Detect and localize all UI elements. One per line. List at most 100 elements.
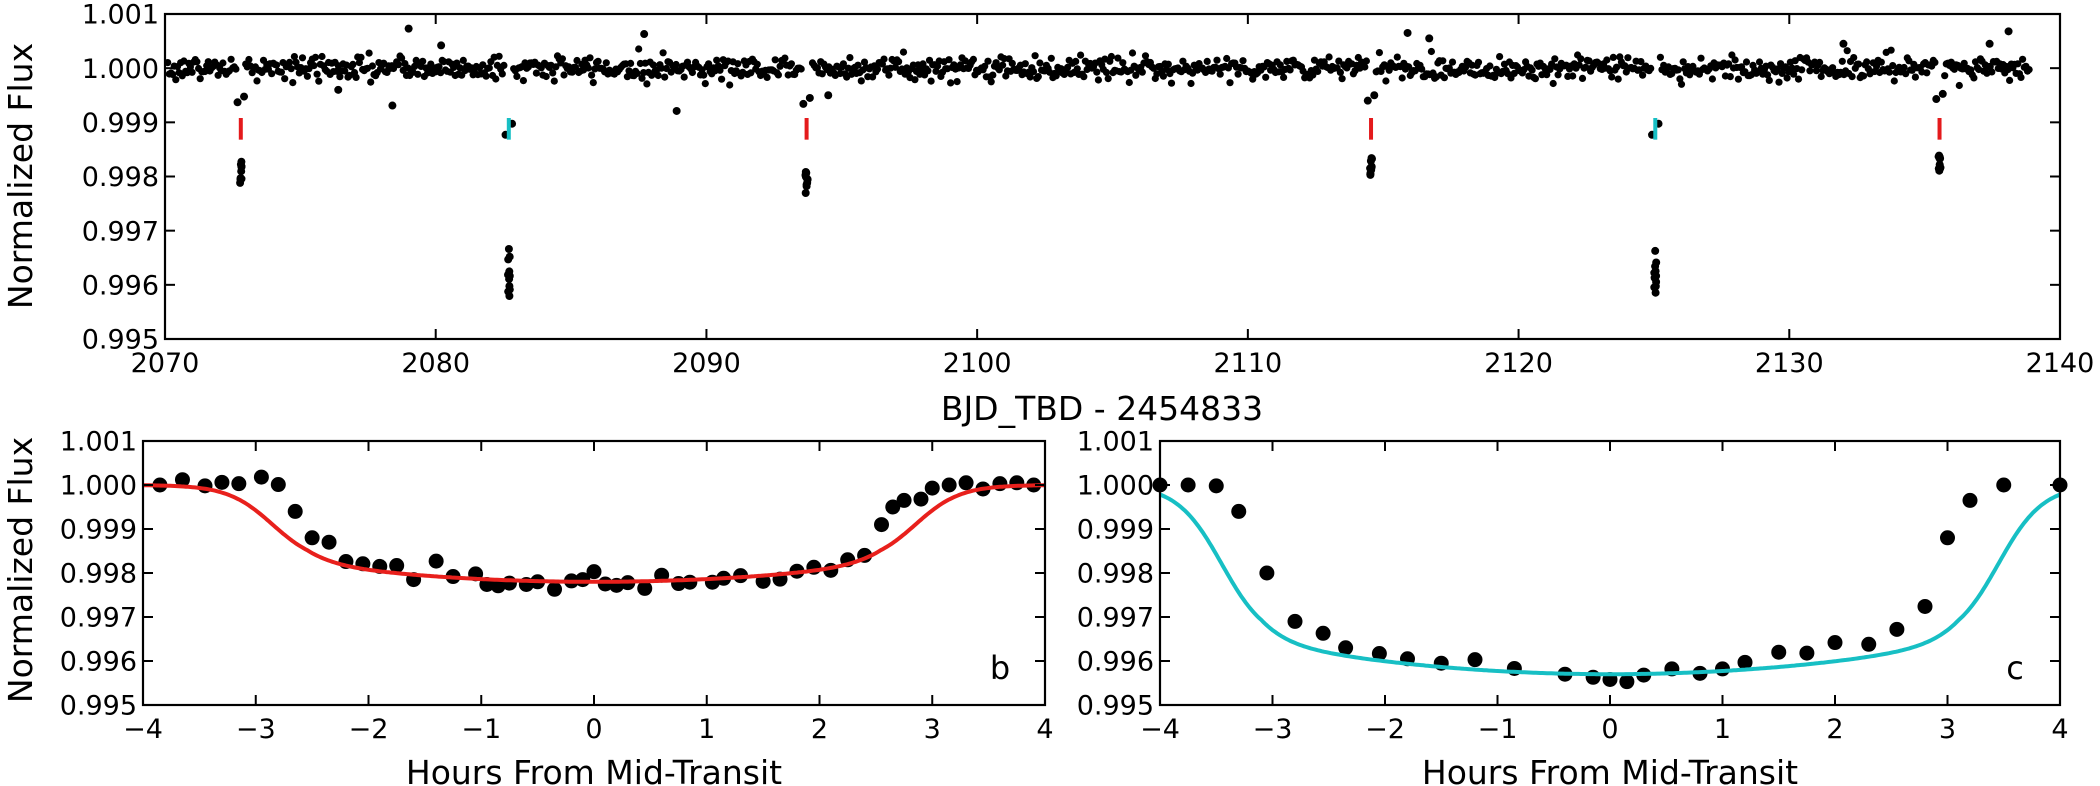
- lightcurve-point: [1393, 53, 1401, 61]
- lightcurve-point: [1167, 79, 1176, 87]
- transit-point-b: [237, 162, 246, 171]
- folded-c-data-point: [1619, 674, 1635, 690]
- lightcurve-point: [1309, 71, 1317, 79]
- lightcurve-point: [357, 53, 365, 62]
- folded-b-data-point: [924, 480, 940, 496]
- lightcurve-ytick-label: 0.996: [82, 271, 159, 302]
- lightcurve-point: [1765, 76, 1773, 84]
- lightcurve-point: [289, 79, 297, 87]
- folded-b-xlabel: Hours From Mid-Transit: [406, 753, 782, 786]
- lightcurve-point: [633, 69, 641, 77]
- lightcurve-point: [1885, 68, 1893, 76]
- lightcurve-point: [911, 76, 919, 84]
- lightcurve-point: [1855, 60, 1863, 68]
- folded-b-ytick-label: 1.000: [60, 471, 137, 502]
- folded-c-xtick-label: −2: [1365, 714, 1405, 745]
- folded-c-ytick-label: 1.001: [1077, 427, 1154, 458]
- lightcurve-point: [310, 62, 318, 70]
- lightcurve-point: [1656, 53, 1664, 61]
- lightcurve-point: [349, 60, 357, 68]
- lightcurve-point: [1203, 57, 1211, 65]
- lightcurve-point: [891, 63, 900, 71]
- lightcurve-point: [1764, 71, 1772, 79]
- lightcurve-xtick-label: 2120: [1484, 348, 1553, 379]
- lightcurve-point: [1941, 72, 1949, 80]
- folded-c-data-point: [1940, 530, 1955, 546]
- transit-egress-point-b: [1938, 89, 1947, 98]
- lightcurve-point: [281, 75, 289, 83]
- lightcurve-point: [1094, 76, 1102, 84]
- folded-c-xtick-label: 0: [1601, 714, 1618, 745]
- lightcurve-point: [1125, 78, 1133, 87]
- lightcurve-point: [1325, 53, 1333, 61]
- lightcurve-point: [519, 77, 528, 85]
- lightcurve-point: [763, 73, 771, 81]
- lightcurve-point: [1286, 66, 1294, 74]
- lightcurve-point: [1072, 57, 1080, 65]
- lightcurve-point: [315, 77, 323, 85]
- lightcurve-point: [602, 59, 610, 67]
- lightcurve-point: [1064, 63, 1072, 71]
- folded-c-data-point: [1996, 477, 2012, 493]
- transit-egress-point-b: [1370, 91, 1379, 100]
- lightcurve-point: [718, 75, 726, 83]
- lightcurve-point: [846, 54, 854, 62]
- lightcurve-point: [713, 56, 721, 64]
- lightcurve-point: [885, 71, 893, 79]
- lightcurve-point: [747, 69, 755, 77]
- lightcurve-outlier-point: [404, 24, 413, 33]
- folded-c-data-point: [1827, 635, 1843, 651]
- lightcurve-point: [1223, 54, 1231, 63]
- lightcurve-point: [1725, 60, 1733, 68]
- folded-c-data-point: [1208, 478, 1224, 494]
- lightcurve-point: [298, 54, 307, 62]
- lightcurve-point: [1955, 81, 1963, 90]
- lightcurve-point: [895, 58, 903, 66]
- lightcurve-point: [1848, 73, 1856, 81]
- folded-b-data-point: [885, 499, 901, 515]
- lightcurve-point: [1262, 73, 1270, 81]
- lightcurve-point: [1872, 62, 1881, 70]
- folded-b-model-fit-line: [143, 483, 1045, 584]
- folded-c-data-point: [1771, 644, 1787, 660]
- folded-c-ytick-label: 0.995: [1077, 691, 1154, 722]
- lightcurve-point: [987, 78, 995, 86]
- lightcurve-ytick-label: 0.995: [82, 325, 159, 356]
- folded-b-data-point: [270, 477, 286, 493]
- folded-c-ytick-label: 1.000: [1077, 471, 1154, 502]
- folded-c-data-point: [1287, 613, 1303, 629]
- folded-c-data-point: [1962, 492, 1978, 508]
- lightcurve-point: [588, 71, 596, 79]
- folded-c-xtick-label: −1: [1478, 714, 1518, 745]
- folded-c-ticks: −4 −3 −2 −1 0 1 2 3 4 0.995 0.996 0.997 0.998 0.999 1.…: [1077, 427, 2069, 745]
- lightcurve-point: [1850, 54, 1858, 62]
- lightcurve-xtick-label: 2090: [672, 348, 741, 379]
- lightcurve-point: [1141, 52, 1150, 60]
- lightcurve-point: [1439, 57, 1447, 65]
- lightcurve-point: [1114, 54, 1122, 62]
- lightcurve-point: [368, 62, 376, 70]
- lightcurve-point: [1164, 60, 1172, 68]
- lightcurve-point: [513, 72, 521, 80]
- lightcurve-point: [1697, 54, 1705, 62]
- lightcurve-point: [594, 57, 602, 65]
- lightcurve-point: [1637, 58, 1645, 66]
- lightcurve-point: [1034, 73, 1042, 81]
- lightcurve-point: [1375, 49, 1383, 57]
- lightcurve-point: [1440, 74, 1448, 82]
- lightcurve-point: [1077, 51, 1085, 59]
- lightcurve-point: [1970, 74, 1978, 82]
- lightcurve-point: [1603, 56, 1611, 64]
- lightcurve-point: [797, 65, 805, 73]
- lightcurve-point: [1486, 62, 1494, 70]
- lightcurve-point: [285, 58, 294, 66]
- lightcurve-point: [500, 61, 508, 69]
- lightcurve-point: [2019, 55, 2027, 63]
- lightcurve-outlier-point: [388, 101, 397, 110]
- transit-ingress-point-b: [1363, 96, 1372, 105]
- lightcurve-point: [1119, 59, 1127, 67]
- lightcurve-point: [1726, 73, 1734, 81]
- lightcurve-point: [573, 56, 581, 65]
- transit-ingress-point-b: [1932, 95, 1941, 104]
- lightcurve-point: [1608, 73, 1616, 81]
